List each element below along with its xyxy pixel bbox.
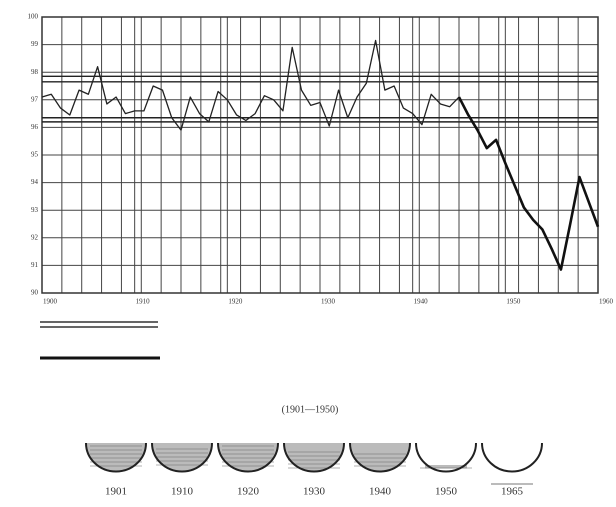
bowl-fill (482, 443, 542, 472)
bowl-label: 1950 (435, 486, 458, 498)
bowl-fill (86, 443, 146, 472)
x-tick-label: 1920 (228, 298, 243, 306)
y-tick-label: 98 (31, 68, 39, 76)
y-tick-label: 97 (31, 95, 39, 103)
bowl-label: 1901 (105, 486, 127, 498)
x-tick-label: 1940 (414, 298, 429, 306)
bowl-fill (284, 443, 344, 472)
bowl-label: 1965 (501, 486, 524, 498)
y-tick-label: 95 (31, 151, 39, 159)
y-tick-label: 94 (31, 178, 39, 186)
bowl-label: 1920 (237, 486, 260, 498)
line-series (42, 40, 459, 130)
bowl-fill (218, 443, 278, 472)
caption: (1901—1950) (282, 404, 339, 415)
x-tick-label: 1910 (136, 298, 151, 306)
y-tick-label: 99 (31, 40, 39, 48)
legend (40, 322, 160, 358)
x-tick-label: 1950 (506, 298, 521, 306)
y-tick-label: 93 (31, 206, 39, 214)
bowl-fill (350, 443, 410, 472)
x-tick-label: 1960 (599, 298, 614, 306)
x-tick-label: 1900 (43, 298, 58, 306)
y-tick-label: 90 (31, 289, 39, 297)
line-series (459, 97, 598, 270)
figure: (1901—1950) 1901 1910 1920 1930 1940 1950 1965… (0, 0, 616, 507)
bowl-label: 1940 (369, 486, 392, 498)
x-tick-label: 1930 (321, 298, 336, 306)
bowl-label: 1930 (303, 486, 326, 498)
y-tick-label: 96 (31, 123, 39, 131)
y-tick-label: 100 (28, 13, 39, 21)
y-tick-label: 92 (31, 233, 39, 241)
bowl-label: 1910 (171, 486, 194, 498)
y-tick-label: 91 (31, 261, 39, 269)
bowls: 1901 1910 1920 1930 1940 1950 1965 (86, 443, 542, 498)
